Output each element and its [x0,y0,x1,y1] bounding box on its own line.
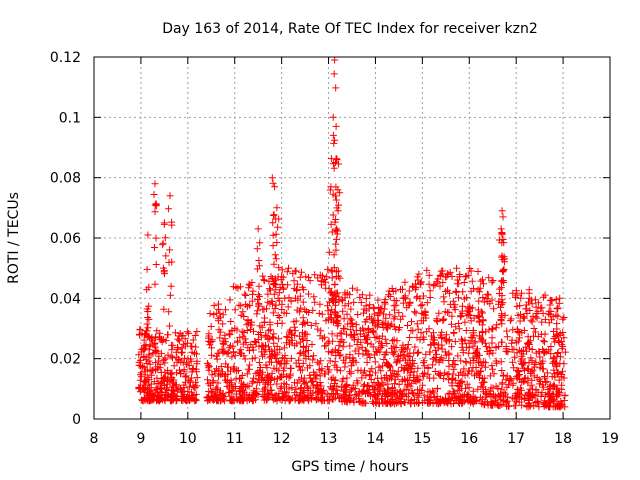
axis-ticks: 8 9 10 11 12 13 14 15 16 17 18 19 0 0.02 0.04 0.06 0.08 0… [50,50,619,447]
y-tick-label: 0.06 [50,231,81,247]
x-tick-label: 9 [136,431,145,447]
x-tick-label: 18 [554,431,572,447]
plot-frame [93,56,611,420]
y-tick-label: 0 [72,412,81,428]
roti-series-markers [135,56,569,411]
x-tick-label: 8 [90,431,99,447]
x-tick-label: 11 [226,431,244,447]
y-tick-label: 0.02 [50,352,81,368]
x-tick-label: 13 [320,431,338,447]
data-points [135,56,569,411]
x-tick-label: 17 [507,431,525,447]
x-tick-label: 19 [601,431,619,447]
x-tick-label: 16 [460,431,478,447]
y-tick-label: 0.08 [50,171,81,187]
x-tick-label: 15 [413,431,431,447]
x-tick-label: 12 [273,431,291,447]
y-tick-label: 0.12 [50,50,81,66]
y-tick-label: 0.04 [50,291,81,307]
chart-title: Day 163 of 2014, Rate Of TEC Index for r… [162,21,538,37]
y-tick-label: 0.1 [59,110,81,126]
y-axis-label: ROTI / TECUs [6,192,22,284]
x-tick-label: 14 [367,431,385,447]
x-axis-label: GPS time / hours [291,459,408,475]
x-tick-label: 10 [179,431,197,447]
